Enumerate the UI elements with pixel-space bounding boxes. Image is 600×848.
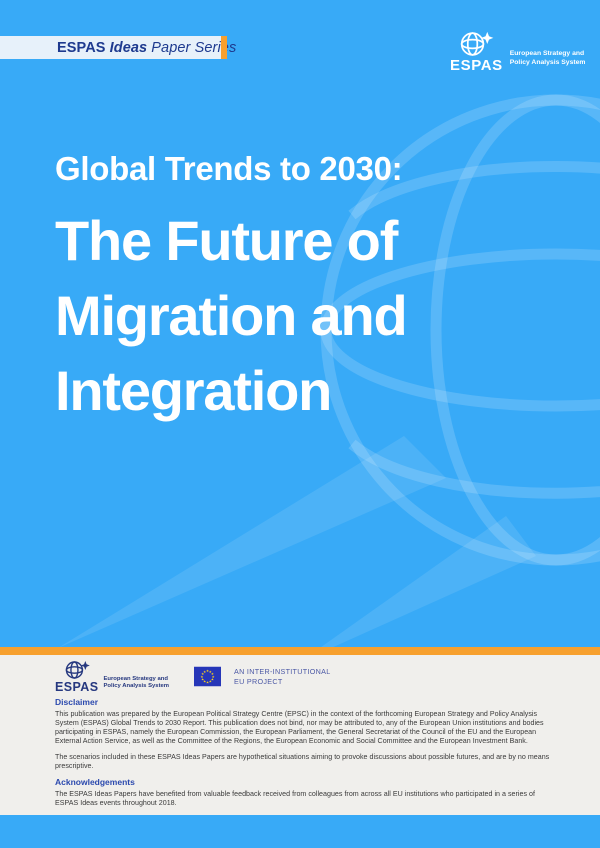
series-band-orange-cap: [221, 36, 227, 59]
svg-text:★: ★: [203, 670, 206, 674]
espas-logo-top: ESPAS European Strategy and Policy Analy…: [450, 31, 585, 73]
svg-text:★: ★: [200, 675, 203, 679]
espas-logo-mark: ESPAS: [55, 660, 98, 694]
series-brand: ESPAS: [57, 39, 106, 56]
svg-text:★: ★: [209, 670, 212, 674]
eu-flag-icon: ★ ★ ★ ★ ★ ★ ★ ★ ★ ★ ★ ★: [194, 667, 222, 687]
disclaimer-paragraph-2: The scenarios included in these ESPAS Id…: [55, 752, 550, 770]
svg-text:★: ★: [211, 678, 214, 682]
svg-text:★: ★: [201, 672, 204, 676]
eu-project-line1: AN INTER-INSTITUTIONAL: [234, 666, 331, 676]
orange-divider: [0, 647, 600, 655]
espas-globe-icon: [461, 31, 494, 56]
svg-text:★: ★: [203, 680, 206, 684]
svg-text:★: ★: [206, 681, 209, 685]
espas-tagline-line2: Policy Analysis System: [509, 58, 586, 66]
espas-wordmark: ESPAS: [55, 680, 99, 694]
series-suffix: Paper Series: [151, 39, 237, 56]
footer-text-column: Disclaimer This publication was prepared…: [55, 697, 555, 814]
espas-wordmark: ESPAS: [450, 57, 503, 74]
espas-globe-icon: [65, 661, 90, 679]
report-title-line3: Integration: [55, 359, 332, 422]
espas-tagline: European Strategy and Policy Analysis Sy…: [103, 676, 169, 690]
espas-tagline-line1: European Strategy and: [103, 676, 168, 683]
svg-text:★: ★: [201, 678, 204, 682]
report-title: The Future of Migration and Integration: [55, 203, 408, 428]
espas-tagline: European Strategy and Policy Analysis Sy…: [510, 50, 586, 68]
espas-tagline-line1: European Strategy and: [509, 50, 585, 57]
eu-project-line2: EU PROJECT: [234, 676, 283, 686]
espas-logo-mark: ESPAS: [450, 31, 503, 73]
report-title-line1: The Future of: [55, 209, 398, 272]
acknowledgements-heading: Acknowledgements: [55, 777, 135, 788]
eu-project-label: AN INTER-INSTITUTIONAL EU PROJECT: [234, 667, 330, 687]
eu-project-group: ★ ★ ★ ★ ★ ★ ★ ★ ★ ★ ★ ★ AN IN: [194, 665, 330, 688]
series-ideas: Ideas: [109, 39, 148, 56]
report-kicker: Global Trends to 2030:: [55, 150, 403, 187]
svg-text:★: ★: [211, 672, 214, 676]
svg-text:★: ★: [209, 680, 212, 684]
svg-text:★: ★: [212, 675, 215, 679]
footer: ESPAS European Strategy and Policy Analy…: [0, 655, 600, 815]
title-block: Global Trends to 2030: The Future of Mig…: [55, 150, 408, 428]
espas-logo-footer: ESPAS European Strategy and Policy Analy…: [55, 660, 169, 694]
acknowledgements-paragraph: The ESPAS Ideas Papers have benefited fr…: [55, 789, 535, 808]
series-band: ESPAS Ideas Paper Series: [0, 36, 236, 59]
series-title: ESPAS Ideas Paper Series: [57, 40, 236, 56]
footer-logos-row: ESPAS European Strategy and Policy Analy…: [55, 660, 331, 694]
svg-text:★: ★: [206, 669, 209, 673]
report-title-line2: Migration and: [55, 284, 408, 347]
espas-tagline-line2: Policy Analysis System: [103, 683, 170, 690]
disclaimer-paragraph-1: This publication was prepared by the Eur…: [55, 709, 544, 746]
disclaimer-heading: Disclaimer: [55, 697, 98, 707]
